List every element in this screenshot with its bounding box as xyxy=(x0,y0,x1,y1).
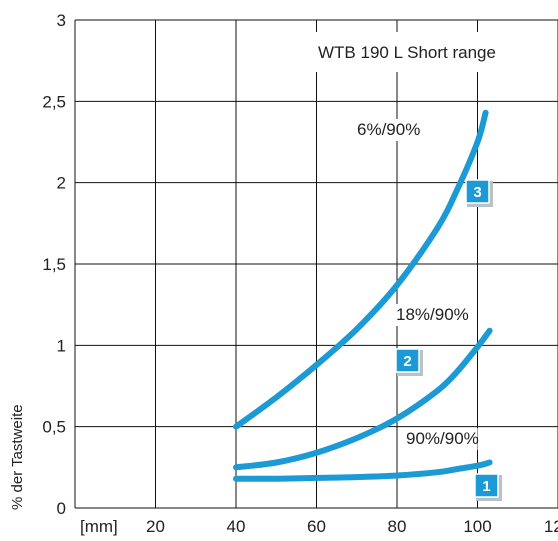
y-axis-label: % der Tastweite xyxy=(9,404,26,510)
y-tick-label: 2 xyxy=(57,174,66,193)
series-label-background xyxy=(354,119,419,141)
x-tick-label: 120 xyxy=(544,517,558,536)
y-tick-label: 2,5 xyxy=(42,92,66,111)
badge-2 xyxy=(395,348,420,373)
x-tick-label: 80 xyxy=(388,517,407,536)
series-label-1: 90%/90% xyxy=(406,429,479,448)
y-tick-label: 3 xyxy=(57,11,66,30)
badge-number-3: 3 xyxy=(473,184,481,201)
x-tick-label: 20 xyxy=(146,517,165,536)
y-tick-label: 0 xyxy=(57,499,66,518)
x-tick-label: 60 xyxy=(307,517,326,536)
series-line-3 xyxy=(233,109,489,430)
badge-layer: 1 2 3 xyxy=(395,179,502,501)
y-tick-label: 1,5 xyxy=(42,255,66,274)
grid xyxy=(74,19,558,509)
badge-number-1: 1 xyxy=(482,478,490,495)
x-axis-label: [mm] xyxy=(80,517,118,536)
y-tick-label: 1 xyxy=(57,336,66,355)
y-tick-label: 0,5 xyxy=(42,418,66,437)
series-line-2 xyxy=(233,327,493,471)
tick-layer: 0 0,5 1 1,5 2 2,5 3 20 40 60 80 100 120 xyxy=(42,11,558,536)
series-line-1 xyxy=(233,459,493,482)
chart-title: WTB 190 L Short range xyxy=(318,43,496,62)
series-layer xyxy=(233,109,493,482)
series-label-background xyxy=(403,428,478,450)
series-label-background xyxy=(393,304,468,326)
x-tick-label: 40 xyxy=(227,517,246,536)
badge-3 xyxy=(465,179,490,204)
series-label-3: 6%/90% xyxy=(357,120,420,139)
x-tick-label: 100 xyxy=(463,517,491,536)
badge-number-2: 2 xyxy=(403,353,411,370)
badge-1 xyxy=(474,473,499,498)
series-label-2: 18%/90% xyxy=(396,305,469,324)
title-background xyxy=(307,32,535,72)
annotation-layer: 90%/90% 18%/90% 6%/90% xyxy=(354,119,479,450)
